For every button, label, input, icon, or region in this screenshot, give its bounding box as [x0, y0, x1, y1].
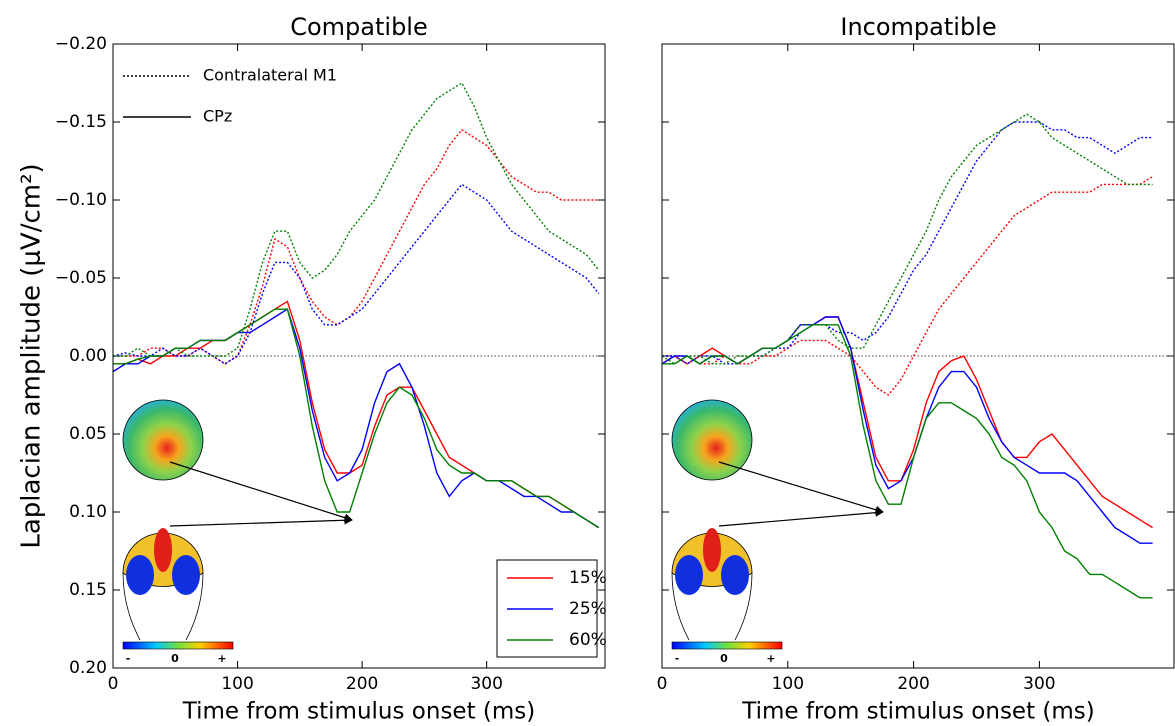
y-tick-label: −0.10	[55, 190, 107, 210]
topo-blob	[675, 555, 703, 595]
chart-title: Incompatible	[840, 13, 996, 41]
data-line	[113, 183, 600, 365]
colorbar	[122, 641, 234, 650]
topo-blob	[703, 528, 721, 572]
y-tick-label: 0.15	[69, 580, 107, 600]
arrow	[718, 461, 884, 514]
x-tick-label: 0	[108, 674, 119, 694]
legend-label: 25%	[569, 599, 607, 619]
legend-label: CPz	[203, 107, 232, 126]
data-line	[113, 82, 600, 357]
data-line	[113, 128, 599, 365]
data-line	[662, 324, 1153, 599]
x-tick-label: 200	[897, 674, 929, 694]
y-tick-label: −0.20	[55, 34, 107, 54]
x-tick-label: 100	[221, 674, 253, 694]
x-axis-label: Time from stimulus onset (ms)	[182, 699, 536, 725]
topomap	[671, 399, 753, 481]
arrow	[169, 516, 353, 527]
plot-frame	[661, 43, 1175, 669]
x-tick-label: 100	[772, 674, 804, 694]
data-line	[662, 121, 1153, 365]
topo-blob	[154, 528, 172, 572]
colorbar-label: +	[217, 652, 226, 665]
legend-label: 60%	[569, 630, 607, 650]
topomap-inset: - 0 +	[122, 399, 353, 665]
data-line	[113, 308, 600, 529]
y-axis-label: Laplacian amplitude (μV/cm²)	[17, 163, 47, 548]
topomap-inset: - 0 +	[671, 399, 884, 665]
arrow	[718, 508, 884, 527]
x-tick-label: 300	[470, 674, 502, 694]
y-tick-label: 0.10	[69, 502, 107, 522]
colorbar-label: +	[766, 652, 775, 665]
colorbar-label: -	[126, 652, 131, 665]
x-tick-label: 300	[1023, 674, 1055, 694]
topo-blob	[172, 555, 200, 595]
y-tick-label: 0.05	[69, 424, 107, 444]
topomap	[122, 399, 204, 481]
y-tick-label: −0.15	[55, 112, 107, 132]
y-tick-label: 0.00	[69, 346, 107, 366]
colorbar-label: 0	[171, 652, 179, 665]
y-tick-label: 0.20	[69, 658, 107, 678]
colorbar-label: -	[675, 652, 680, 665]
data-line	[662, 176, 1153, 396]
arrow	[169, 461, 353, 522]
x-tick-label: 200	[346, 674, 378, 694]
y-tick-label: −0.05	[55, 268, 107, 288]
chart-title: Compatible	[290, 13, 428, 41]
topo-blob	[721, 555, 749, 595]
legend-label: Contralateral M1	[203, 66, 337, 85]
x-tick-label: 0	[657, 674, 668, 694]
colorbar-label: 0	[720, 652, 728, 665]
legend-label: 15%	[569, 568, 607, 588]
head-outline	[122, 571, 204, 641]
x-axis-label: Time from stimulus onset (ms)	[741, 699, 1095, 725]
colorbar	[671, 641, 783, 650]
head-outline	[671, 571, 753, 641]
data-line	[662, 113, 1153, 365]
topo-blob	[126, 555, 154, 595]
plot-frame	[112, 43, 606, 669]
